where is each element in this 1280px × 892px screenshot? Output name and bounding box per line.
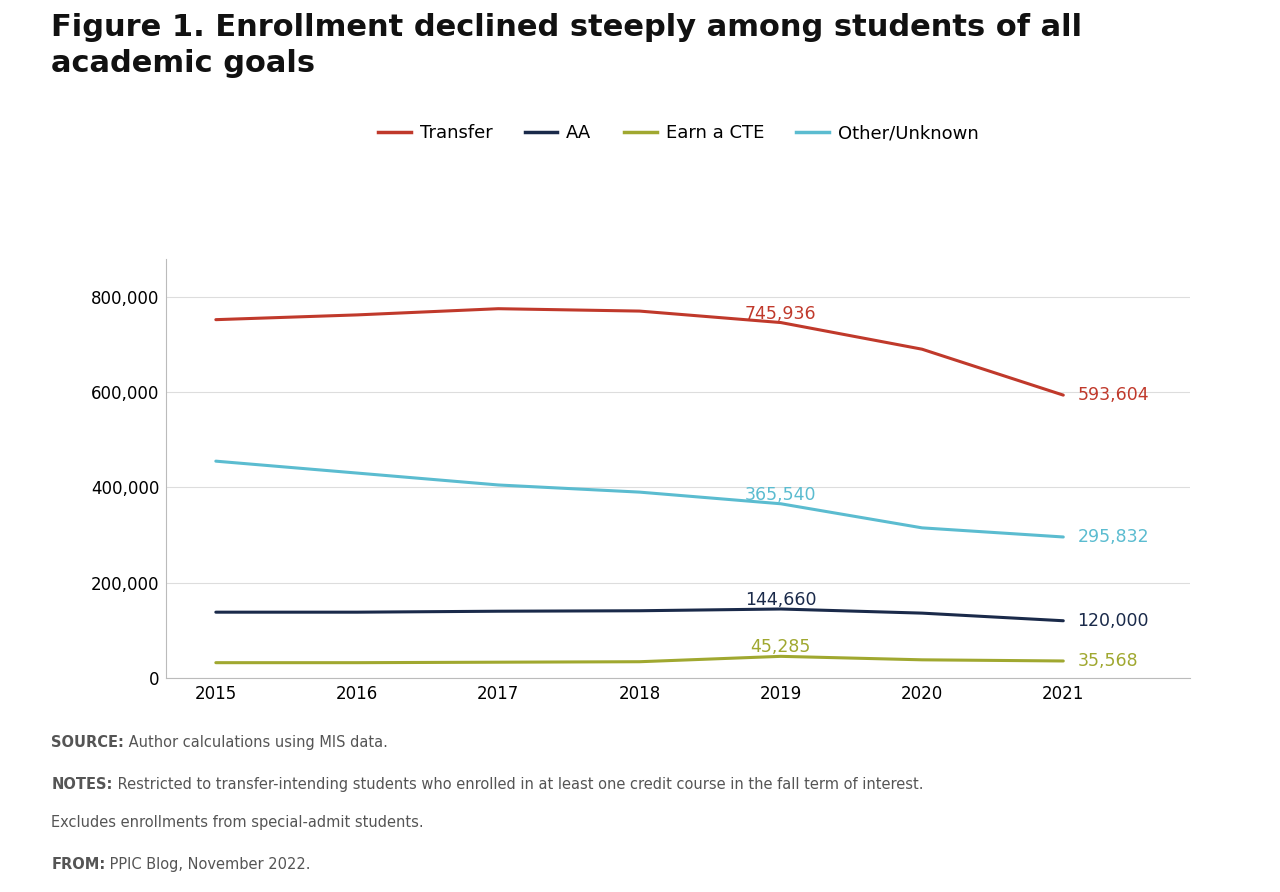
Text: NOTES:: NOTES: [51,777,113,792]
Text: 365,540: 365,540 [745,486,817,504]
Text: 295,832: 295,832 [1078,528,1149,546]
Text: 120,000: 120,000 [1078,612,1149,630]
Legend: Transfer, AA, Earn a CTE, Other/Unknown: Transfer, AA, Earn a CTE, Other/Unknown [371,117,986,149]
Text: SOURCE:: SOURCE: [51,735,124,750]
Text: FROM:: FROM: [51,857,105,872]
Text: 745,936: 745,936 [745,304,817,323]
Text: Figure 1. Enrollment declined steeply among students of all: Figure 1. Enrollment declined steeply am… [51,13,1083,43]
Text: 144,660: 144,660 [745,591,817,609]
Text: 45,285: 45,285 [750,639,812,657]
Text: PPIC Blog, November 2022.: PPIC Blog, November 2022. [105,857,311,872]
Text: academic goals: academic goals [51,49,315,78]
Text: 593,604: 593,604 [1078,386,1149,404]
Text: Excludes enrollments from special-admit students.: Excludes enrollments from special-admit … [51,815,424,830]
Text: Restricted to transfer-intending students who enrolled in at least one credit co: Restricted to transfer-intending student… [113,777,923,792]
Text: Author calculations using MIS data.: Author calculations using MIS data. [124,735,388,750]
Text: 35,568: 35,568 [1078,652,1138,670]
